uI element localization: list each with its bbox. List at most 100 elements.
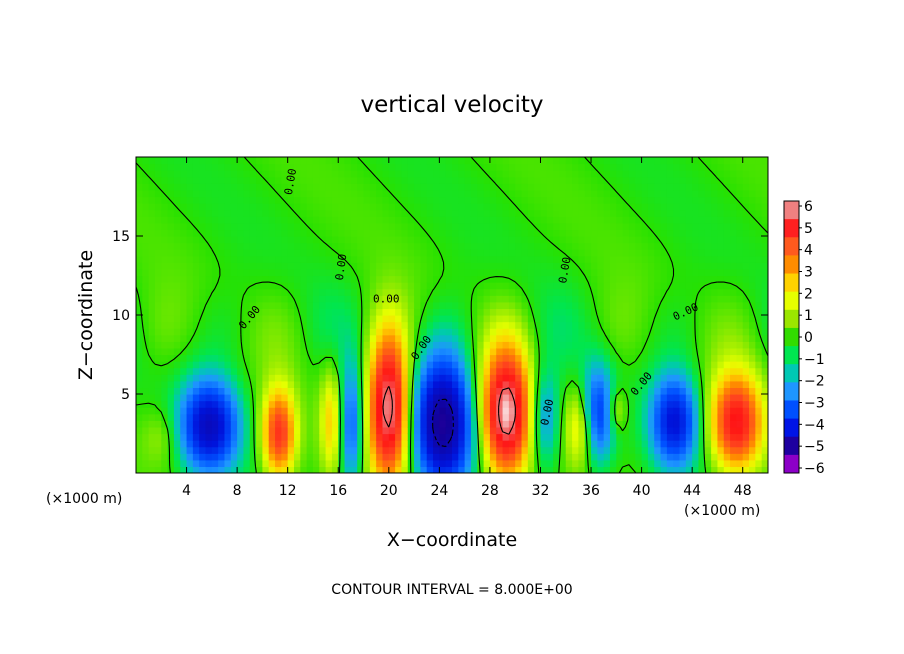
field-cell <box>173 282 181 290</box>
x-unit-label-left: (×1000 m) <box>46 491 122 507</box>
field-cell <box>521 394 529 402</box>
field-cell <box>679 453 687 461</box>
field-cell <box>616 203 624 211</box>
field-cell <box>464 203 472 211</box>
field-cell <box>565 374 573 382</box>
field-cell <box>369 222 377 231</box>
field-cell <box>414 229 421 237</box>
field-cell <box>433 334 440 342</box>
field-cell <box>369 163 377 171</box>
field-cell <box>698 268 706 277</box>
field-cell <box>742 268 750 277</box>
field-cell <box>477 242 485 250</box>
field-cell <box>369 394 377 402</box>
field-cell <box>578 466 586 473</box>
field-cell <box>546 222 554 231</box>
field-cell <box>312 236 320 244</box>
field-cell <box>275 453 282 461</box>
field-cell <box>635 229 643 237</box>
field-cell <box>685 354 693 362</box>
field-cell <box>553 209 561 217</box>
field-cell <box>312 440 320 448</box>
field-cell <box>199 328 207 336</box>
field-cell <box>445 163 453 171</box>
field-cell <box>654 275 662 283</box>
field-cell <box>243 341 251 349</box>
field-cell <box>464 433 472 441</box>
field-cell <box>660 387 668 395</box>
field-cell <box>325 196 333 204</box>
field-cell <box>698 361 706 369</box>
field-cell <box>527 315 535 323</box>
field-cell <box>433 196 440 204</box>
x-tick-label: 20 <box>380 483 398 499</box>
field-cell <box>483 321 491 329</box>
field-cell <box>730 157 737 165</box>
field-cell <box>647 361 655 369</box>
field-cell <box>496 170 504 178</box>
field-cell <box>546 466 554 473</box>
field-cell <box>603 308 611 316</box>
field-cell <box>660 394 668 402</box>
field-cell <box>679 301 687 310</box>
field-cell <box>331 426 339 435</box>
field-cell <box>597 328 605 336</box>
field-cell <box>527 255 535 263</box>
field-cell <box>679 361 687 369</box>
field-cell <box>736 459 744 468</box>
field-cell <box>546 236 554 244</box>
field-cell <box>136 189 143 198</box>
field-cell <box>616 420 624 428</box>
field-cell <box>369 400 377 408</box>
field-cell <box>331 301 339 310</box>
field-cell <box>369 347 377 356</box>
field-cell <box>344 222 352 231</box>
field-cell <box>243 328 251 336</box>
field-cell <box>136 170 143 178</box>
field-cell <box>300 229 308 237</box>
field-cell <box>243 387 251 395</box>
field-cell <box>414 361 421 369</box>
field-cell <box>414 400 421 408</box>
field-cell <box>578 459 586 468</box>
field-cell <box>692 466 700 473</box>
field-cell <box>546 176 554 184</box>
field-cell <box>218 380 226 389</box>
field-cell <box>218 157 226 165</box>
field-cell <box>755 295 763 303</box>
field-cell <box>458 413 466 421</box>
field-cell <box>742 157 750 165</box>
field-cell <box>344 196 352 204</box>
field-cell <box>730 288 737 296</box>
field-cell <box>755 367 763 375</box>
field-cell <box>679 394 687 402</box>
field-cell <box>685 413 693 421</box>
field-cell <box>167 380 175 389</box>
field-cell <box>268 328 276 336</box>
field-cell <box>407 163 415 171</box>
field-cell <box>294 453 301 461</box>
field-cell <box>148 183 156 191</box>
x-unit-label-right: (×1000 m) <box>684 503 760 519</box>
field-cell <box>578 176 586 184</box>
field-cell <box>452 459 459 468</box>
field-cell <box>527 242 535 250</box>
field-cell <box>584 328 592 336</box>
x-tick-label: 36 <box>582 483 600 499</box>
field-cell <box>401 413 409 421</box>
field-cell <box>496 400 504 408</box>
field-cell <box>572 334 579 342</box>
field-cell <box>666 466 674 473</box>
field-cell <box>527 222 535 231</box>
field-cell <box>363 459 371 468</box>
field-cell <box>546 268 554 277</box>
field-cell <box>496 176 504 184</box>
field-cell <box>262 189 270 198</box>
field-cell <box>312 341 320 349</box>
field-cell <box>622 268 630 277</box>
field-cell <box>306 328 314 336</box>
field-cell <box>559 262 567 270</box>
field-cell <box>249 315 257 323</box>
field-cell <box>761 446 768 454</box>
field-cell <box>445 466 453 473</box>
